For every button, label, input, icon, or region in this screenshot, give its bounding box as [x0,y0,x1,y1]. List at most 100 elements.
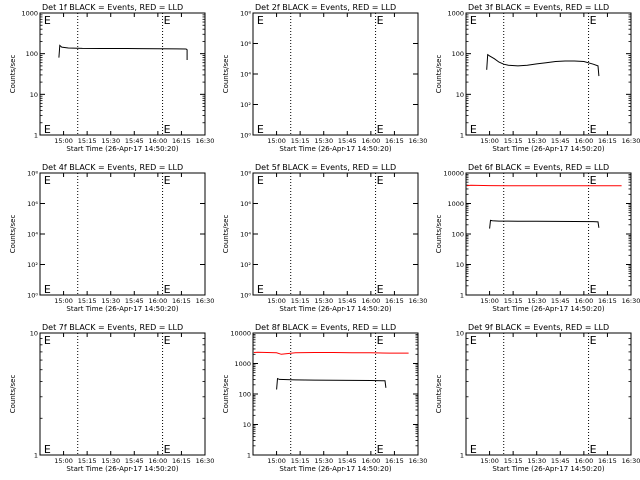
x-tick-label: 15:45 [551,137,570,145]
y-tick-label: 1 [247,452,251,460]
x-tick-label: 15:00 [54,297,73,305]
y-tick-label: 10² [240,101,251,109]
y-tick-label: 10⁸ [27,170,38,178]
x-tick-label: 16:30 [196,297,215,305]
e-marker-top: E [164,174,171,187]
y-tick-label: 1 [460,132,464,140]
x-tick-label: 16:00 [574,297,593,305]
plot-frame [465,332,632,456]
y-tick-label: 100 [452,231,464,239]
e-marker-top: E [377,174,384,187]
y-tick-label: 1000 [447,10,464,18]
x-tick-label: 15:45 [551,457,570,465]
plot-frame [39,332,206,456]
e-marker-bottom: E [377,443,384,456]
x-tick-label: 15:30 [101,297,120,305]
x-tick-label: 15:00 [267,457,286,465]
x-tick-label: 16:30 [196,457,215,465]
plot-frame [465,12,632,136]
e-marker-top: E [44,14,51,27]
y-tick-label: 100 [452,50,464,58]
x-tick-label: 16:00 [361,457,380,465]
x-axis-label: Start Time (26-Apr-17 14:50:20) [279,465,391,473]
x-tick-label: 15:45 [338,457,357,465]
x-tick-label: 16:15 [598,297,617,305]
x-tick-label: 16:00 [148,457,167,465]
lld-series-line [253,351,409,355]
y-tick-label: 1000 [234,360,251,368]
e-marker-top: E [377,334,384,347]
e-marker-bottom: E [470,443,477,456]
panel-title: Det 9f BLACK = Events, RED = LLD [468,323,609,332]
x-tick-label: 16:30 [409,457,428,465]
x-tick-label: 15:15 [504,137,523,145]
y-axis-label: Counts/sec [435,375,443,414]
x-tick-label: 15:30 [314,457,333,465]
e-marker-top: E [590,334,597,347]
x-axis-label: Start Time (26-Apr-17 14:50:20) [492,145,604,153]
e-marker-bottom: E [44,123,51,136]
x-tick-label: 15:15 [78,137,97,145]
x-axis-label: Start Time (26-Apr-17 14:50:20) [279,145,391,153]
y-tick-label: 10 [456,261,464,269]
panel-title: Det 6f BLACK = Events, RED = LLD [468,163,609,172]
panel-title: Det 5f BLACK = Events, RED = LLD [255,163,396,172]
y-tick-label: 10⁶ [240,200,251,208]
x-tick-label: 16:30 [196,137,215,145]
x-tick-label: 16:30 [622,137,640,145]
panel-title: Det 7f BLACK = Events, RED = LLD [42,323,183,332]
e-marker-top: E [257,14,264,27]
x-tick-label: 15:30 [527,137,546,145]
y-axis-label: Counts/sec [222,375,230,414]
chart-panel-1: Det 1f BLACK = Events, RED = LLD 1 10 100 10… [9,3,214,153]
x-tick-label: 15:30 [101,137,120,145]
e-marker-top: E [44,174,51,187]
y-tick-label: 10⁶ [240,40,251,48]
e-marker-bottom: E [590,443,597,456]
chart-panel-2: Det 2f BLACK = Events, RED = LLD 10⁰ 10² 10… [222,3,427,153]
plot-frame [39,172,206,296]
x-tick-label: 16:15 [172,297,191,305]
y-tick-label: 1 [34,132,38,140]
y-tick-label: 10 [456,91,464,99]
x-tick-label: 15:00 [480,297,499,305]
x-tick-label: 16:15 [172,457,191,465]
y-tick-label: 10000 [230,330,251,338]
y-axis-label: Counts/sec [9,375,17,414]
y-tick-label: 10² [27,261,38,269]
e-marker-bottom: E [470,123,477,136]
y-axis-label: Counts/sec [222,215,230,254]
chart-panel-3: Det 3f BLACK = Events, RED = LLD 1 10 100 10… [435,3,640,153]
x-tick-label: 16:30 [622,297,640,305]
e-marker-bottom: E [164,123,171,136]
x-axis-label: Start Time (26-Apr-17 14:50:20) [492,465,604,473]
plot-frame [252,12,419,136]
y-tick-label: 10⁰ [240,292,251,300]
x-tick-label: 15:15 [504,457,523,465]
y-tick-label: 10 [30,330,38,338]
y-axis-label: Counts/sec [9,215,17,254]
x-tick-label: 16:30 [409,137,428,145]
y-tick-label: 1 [460,452,464,460]
y-tick-label: 10⁴ [240,71,251,79]
e-marker-top: E [257,174,264,187]
x-tick-label: 16:15 [385,137,404,145]
e-marker-top: E [470,14,477,27]
e-marker-bottom: E [590,283,597,296]
y-tick-label: 1000 [21,10,38,18]
panel-title: Det 8f BLACK = Events, RED = LLD [255,323,396,332]
x-tick-label: 15:15 [78,297,97,305]
x-tick-label: 16:15 [385,297,404,305]
y-axis-label: Counts/sec [9,55,17,94]
x-tick-label: 16:00 [361,297,380,305]
e-marker-bottom: E [164,443,171,456]
x-tick-label: 16:15 [172,137,191,145]
x-tick-label: 15:00 [480,457,499,465]
panel-title: Det 4f BLACK = Events, RED = LLD [42,163,183,172]
e-marker-bottom: E [44,283,51,296]
x-tick-label: 15:45 [125,137,144,145]
e-marker-top: E [164,14,171,27]
e-marker-top: E [164,334,171,347]
y-tick-label: 100 [26,50,38,58]
